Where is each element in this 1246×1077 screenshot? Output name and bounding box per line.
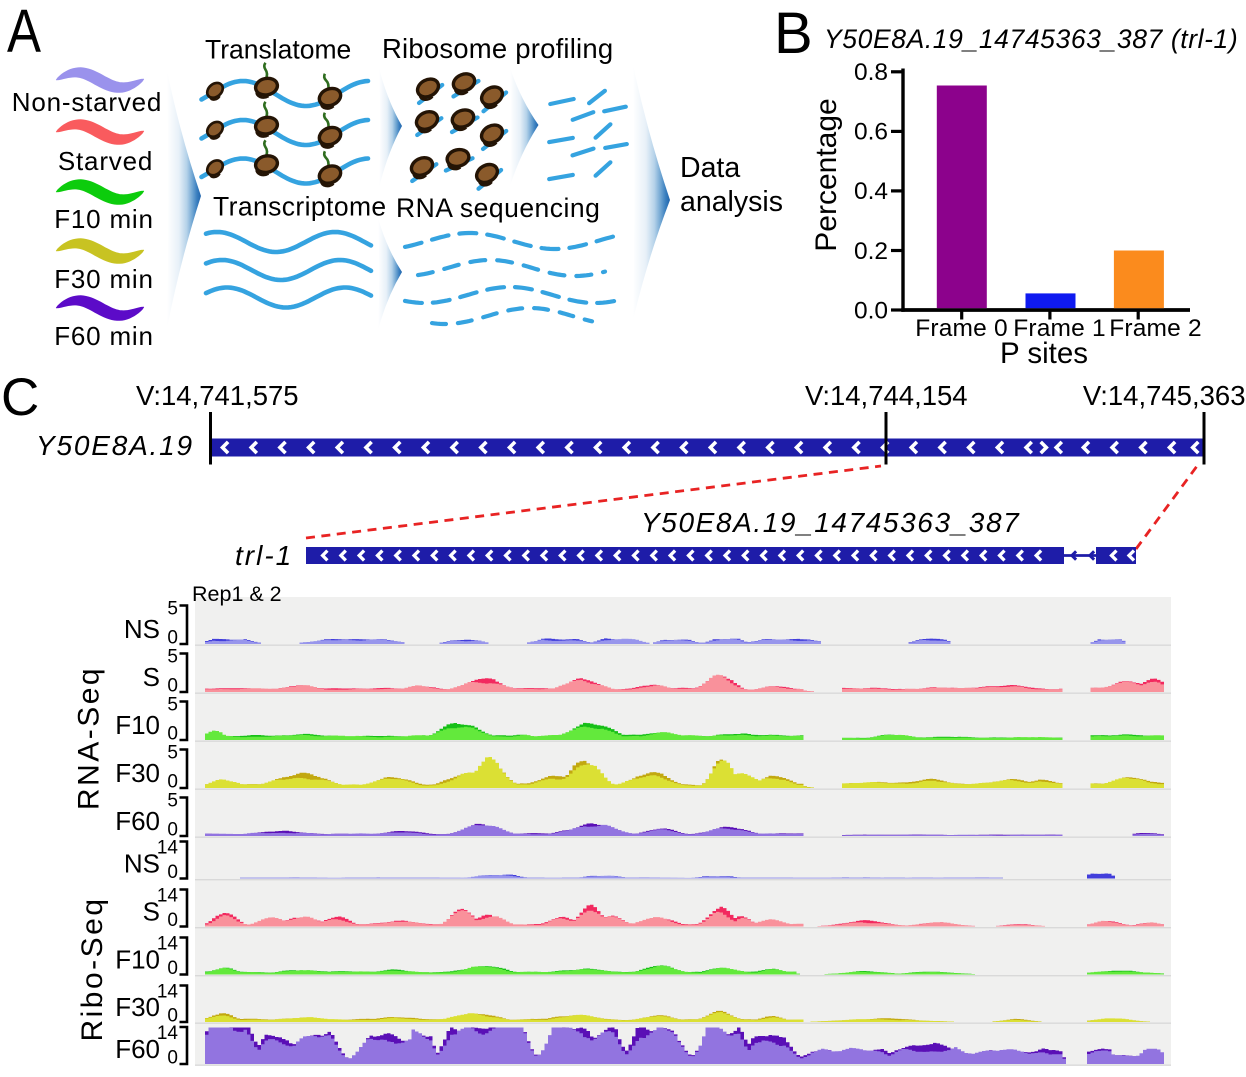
svg-text:0.6: 0.6: [854, 119, 888, 146]
svg-text:5: 5: [167, 647, 178, 668]
svg-text:14: 14: [157, 838, 179, 859]
svg-text:14: 14: [157, 982, 179, 1003]
svg-text:F30: F30: [115, 992, 160, 1022]
svg-text:F60: F60: [115, 806, 160, 836]
svg-text:Y50E8A.19_14745363_387 (trl-1): Y50E8A.19_14745363_387 (trl-1): [824, 24, 1238, 54]
svg-text:trl-1: trl-1: [235, 540, 293, 571]
svg-text:Transcriptome: Transcriptome: [213, 192, 387, 222]
svg-text:0: 0: [167, 958, 178, 979]
svg-text:V:14,744,154: V:14,744,154: [805, 380, 968, 411]
svg-text:B: B: [774, 1, 813, 66]
svg-text:5: 5: [167, 695, 178, 716]
svg-text:0: 0: [167, 862, 178, 883]
svg-text:S: S: [143, 897, 160, 927]
svg-text:Frame 2: Frame 2: [1109, 315, 1202, 342]
svg-text:F60: F60: [115, 1034, 160, 1064]
svg-text:Non-starved: Non-starved: [12, 87, 162, 117]
svg-text:P sites: P sites: [1000, 337, 1088, 370]
svg-text:F10 min: F10 min: [54, 204, 154, 234]
svg-text:C: C: [1, 368, 39, 427]
svg-text:F10: F10: [115, 945, 160, 975]
svg-text:Frame 1: Frame 1: [1013, 315, 1106, 342]
svg-text:Y50E8A.19: Y50E8A.19: [36, 430, 194, 461]
svg-text:V:14,745,363: V:14,745,363: [1083, 380, 1246, 411]
svg-text:14: 14: [157, 1023, 179, 1044]
svg-text:Ribo-Seq: Ribo-Seq: [76, 896, 109, 1041]
svg-text:0.4: 0.4: [854, 178, 888, 205]
svg-text:0.2: 0.2: [854, 238, 888, 265]
svg-text:5: 5: [167, 791, 178, 812]
svg-text:14: 14: [157, 886, 179, 907]
svg-text:0: 0: [167, 676, 178, 697]
svg-text:0: 0: [167, 1006, 178, 1027]
svg-text:0.0: 0.0: [854, 297, 888, 324]
svg-text:NS: NS: [124, 849, 160, 879]
svg-text:F30: F30: [115, 758, 160, 788]
svg-text:14: 14: [157, 934, 179, 955]
svg-text:Data: Data: [680, 152, 740, 184]
svg-text:RNA-Seq: RNA-Seq: [73, 666, 106, 810]
svg-text:Ribosome profiling: Ribosome profiling: [382, 33, 613, 64]
svg-text:analysis: analysis: [680, 186, 783, 218]
svg-text:0: 0: [167, 1048, 178, 1069]
svg-text:0.8: 0.8: [854, 59, 888, 86]
svg-text:A: A: [7, 0, 41, 65]
svg-text:Translatome: Translatome: [205, 35, 351, 65]
svg-text:Y50E8A.19_14745363_387: Y50E8A.19_14745363_387: [641, 507, 1020, 538]
svg-text:Rep1 & 2: Rep1 & 2: [192, 582, 282, 606]
svg-text:5: 5: [167, 743, 178, 764]
svg-text:0: 0: [167, 724, 178, 745]
svg-text:F30 min: F30 min: [54, 264, 154, 294]
svg-text:5: 5: [167, 599, 178, 620]
svg-text:RNA sequencing: RNA sequencing: [396, 193, 600, 223]
svg-text:0: 0: [167, 910, 178, 931]
svg-text:NS: NS: [124, 614, 160, 644]
svg-text:0: 0: [167, 772, 178, 793]
svg-text:0: 0: [167, 628, 178, 649]
svg-text:0: 0: [167, 820, 178, 841]
svg-text:F60 min: F60 min: [54, 321, 154, 351]
svg-text:F10: F10: [115, 710, 160, 740]
svg-text:S: S: [143, 662, 160, 692]
svg-text:Frame 0: Frame 0: [915, 315, 1008, 342]
svg-text:Starved: Starved: [58, 146, 153, 176]
svg-text:V:14,741,575: V:14,741,575: [136, 380, 299, 411]
svg-text:Percentage: Percentage: [810, 98, 843, 251]
